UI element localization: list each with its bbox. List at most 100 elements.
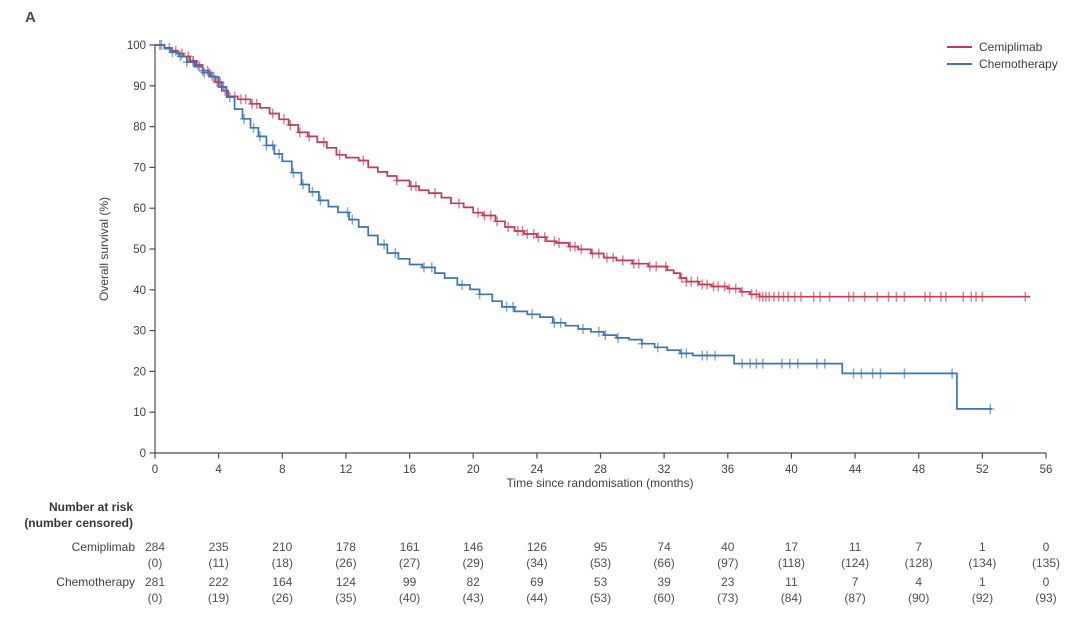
at-risk-value: 7 (915, 540, 923, 554)
at-risk-value: 82 (466, 575, 480, 589)
censored-value: (44) (526, 591, 548, 605)
censored-value: (73) (717, 591, 739, 605)
censored-value: (97) (717, 556, 739, 570)
censored-value: (26) (271, 591, 293, 605)
censored-value: (66) (653, 556, 675, 570)
censored-value: (34) (526, 556, 548, 570)
censored-value: (135) (1031, 556, 1060, 570)
y-tick-label: 50 (133, 244, 146, 256)
legend: Cemiplimab Chemotherapy (947, 38, 1058, 72)
at-risk-value: 11 (848, 540, 862, 554)
censor-marks-cemiplimab (155, 40, 1030, 302)
censored-value: (19) (207, 591, 230, 605)
x-tick-label: 24 (531, 464, 544, 476)
x-tick-label: 16 (403, 464, 416, 476)
series-cemiplimab (155, 40, 1031, 302)
at-risk-value: 210 (272, 540, 293, 554)
at-risk-value: 23 (721, 575, 735, 589)
censored-value: (134) (968, 556, 997, 570)
censored-value: (26) (335, 556, 357, 570)
at-risk-value: 7 (851, 575, 859, 589)
censored-value: (27) (398, 556, 421, 570)
x-tick-label: 28 (594, 464, 607, 476)
y-tick-label: 70 (133, 162, 146, 174)
y-tick-label: 60 (133, 203, 146, 215)
x-tick-label: 48 (912, 464, 925, 476)
censored-value: (29) (462, 556, 484, 570)
at-risk-value: 124 (335, 575, 356, 589)
censored-value: (0) (147, 591, 163, 605)
censored-value: (84) (780, 591, 803, 605)
at-risk-value: 126 (526, 540, 547, 554)
censor-marks-chemotherapy (157, 40, 995, 414)
at-risk-value: 161 (399, 540, 420, 554)
censored-value: (87) (844, 591, 866, 605)
risk-row-label-cemiplimab: Cemiplimab (71, 540, 135, 554)
censored-value: (124) (841, 556, 870, 570)
censored-value: (118) (777, 556, 805, 570)
x-tick-label: 44 (849, 464, 862, 476)
at-risk-value: 11 (785, 575, 798, 589)
legend-label-cemiplimab: Cemiplimab (979, 39, 1043, 54)
censored-value: (43) (462, 591, 484, 605)
x-tick-label: 12 (340, 464, 353, 476)
censored-value: (11) (208, 556, 229, 570)
y-tick-label: 100 (127, 40, 146, 52)
censored-value: (128) (904, 556, 933, 570)
panel-label: A (25, 9, 36, 26)
censored-value: (92) (971, 591, 994, 605)
at-risk-value: 74 (657, 540, 671, 554)
at-risk-value: 4 (915, 575, 923, 589)
at-risk-value: 17 (784, 540, 799, 554)
km-curve-chemotherapy (155, 44, 992, 410)
censored-value: (90) (908, 591, 930, 605)
risk-table-header-line2: (number censored) (24, 516, 133, 530)
x-tick-label: 8 (279, 464, 285, 476)
risk-row-label-chemotherapy: Chemotherapy (56, 575, 135, 589)
y-axis-title: Overall survival (%) (97, 196, 111, 302)
risk-table-header-line1: Number at risk (48, 500, 133, 514)
at-risk-value: 99 (402, 575, 417, 589)
series-chemotherapy (155, 40, 995, 414)
y-tick-label: 10 (133, 407, 146, 419)
km-curve-cemiplimab (155, 44, 1031, 298)
at-risk-value: 146 (463, 540, 484, 554)
x-tick-label: 52 (976, 464, 989, 476)
y-tick-label: 90 (133, 81, 146, 93)
x-tick-label: 0 (152, 464, 158, 476)
at-risk-value: 178 (335, 540, 356, 554)
censored-value: (18) (271, 556, 293, 570)
risk-table-header: Number at risk (number censored) (24, 499, 133, 531)
at-risk-value: 40 (721, 540, 735, 554)
at-risk-value: 1 (979, 540, 986, 554)
y-tick-label: 80 (133, 122, 146, 134)
at-risk-value: 95 (593, 540, 608, 554)
x-tick-label: 20 (467, 464, 480, 476)
censored-value: (60) (653, 591, 675, 605)
legend-item-cemiplimab: Cemiplimab (947, 38, 1058, 55)
x-tick-label: 56 (1040, 464, 1053, 476)
x-tick-label: 40 (785, 464, 798, 476)
at-risk-value: 53 (593, 575, 608, 589)
censored-value: (53) (589, 556, 612, 570)
at-risk-value: 164 (272, 575, 293, 589)
x-tick-label: 36 (721, 464, 734, 476)
at-risk-value: 69 (530, 575, 544, 589)
y-tick-label: 0 (140, 448, 146, 460)
x-tick-label: 32 (658, 464, 671, 476)
at-risk-value: 222 (208, 575, 229, 589)
censored-value: (35) (335, 591, 357, 605)
legend-item-chemotherapy: Chemotherapy (947, 55, 1058, 72)
chemotherapy-line-swatch (947, 62, 972, 65)
at-risk-value: 235 (208, 540, 229, 554)
x-tick-label: 4 (215, 464, 222, 476)
y-tick-label: 40 (133, 285, 146, 297)
censored-value: (40) (398, 591, 421, 605)
y-tick-label: 20 (133, 366, 146, 378)
y-tick-label: 30 (133, 326, 146, 338)
at-risk-value: 0 (1042, 575, 1050, 589)
censored-value: (93) (1035, 591, 1057, 605)
